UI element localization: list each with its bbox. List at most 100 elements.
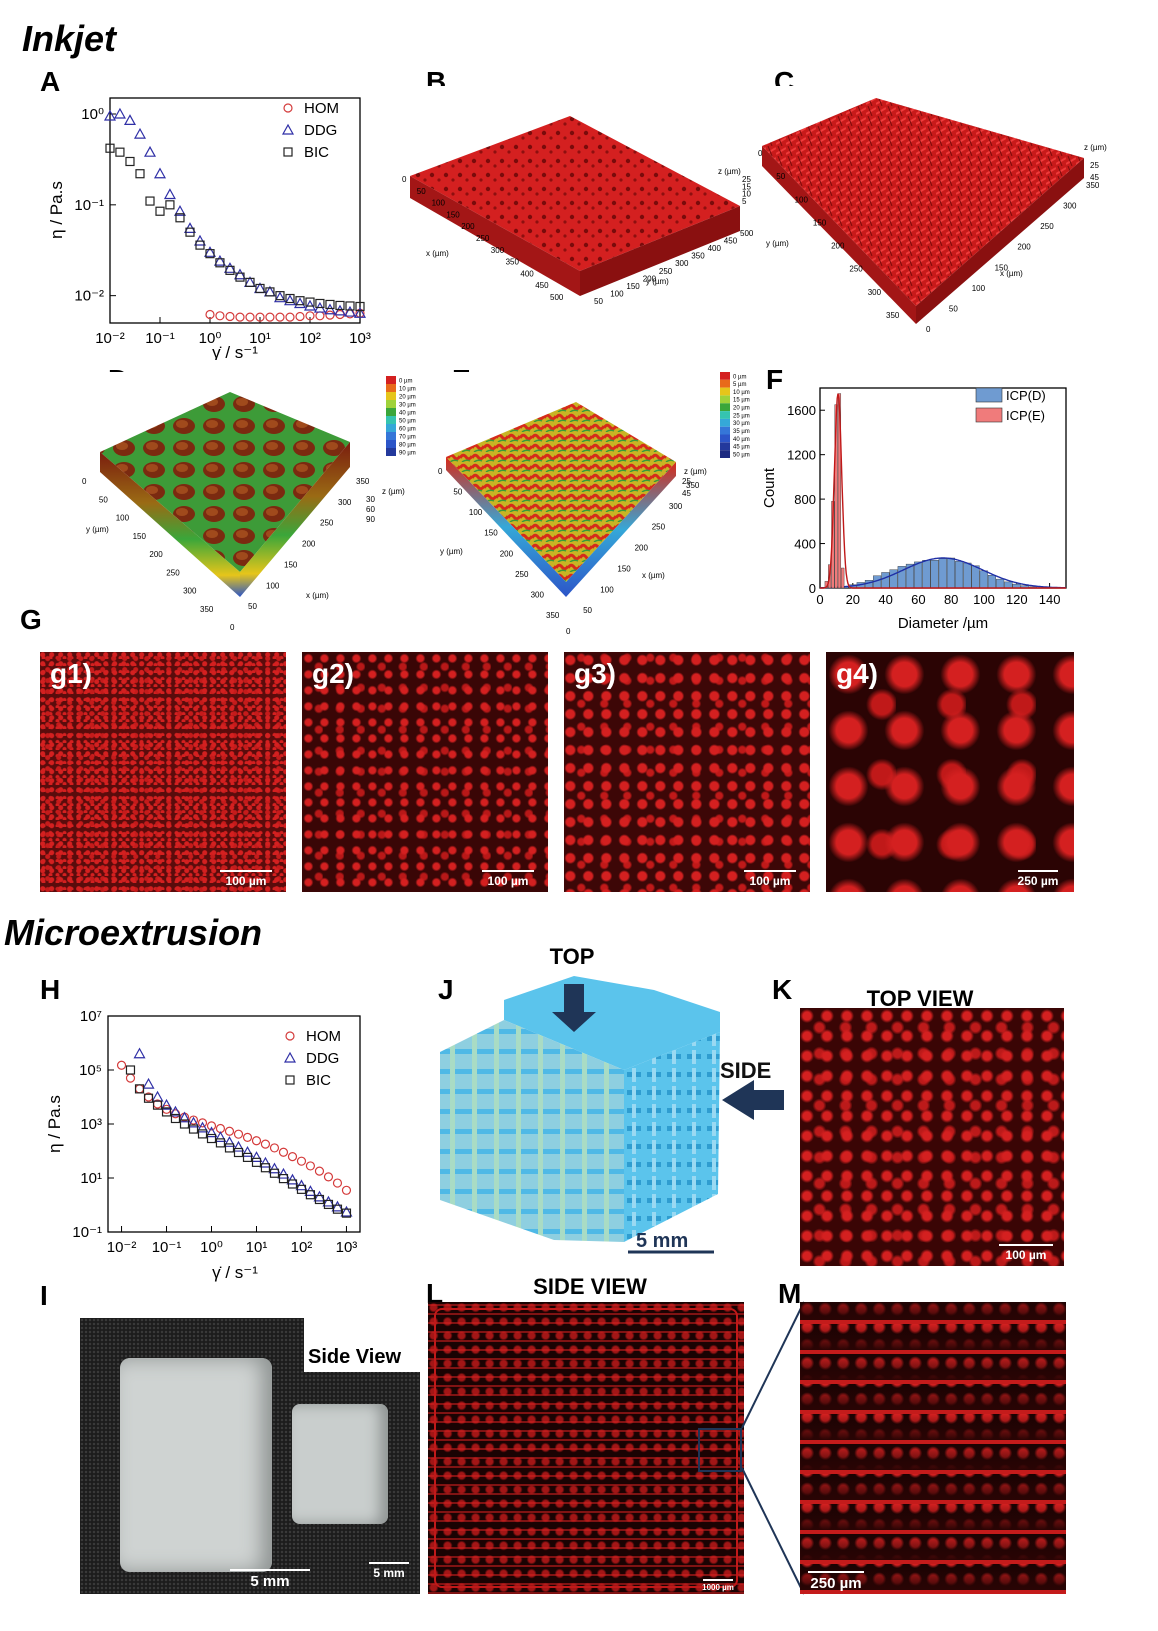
panel-b-ztick-label: 5	[742, 197, 747, 206]
chart-h-point-bic	[287, 1179, 298, 1189]
chart-h-point-hom	[305, 1161, 316, 1171]
panel-k-micrograph: 100 µm	[800, 1008, 1064, 1266]
chart-a-point-bic	[285, 293, 295, 304]
chart-a-point-ddg	[193, 234, 207, 246]
chart-f-bar-icp-d	[971, 565, 980, 589]
chart-a-point-ddg	[133, 127, 147, 139]
chart-a-frame	[109, 97, 361, 324]
panel-e-xtick-label: 350	[686, 481, 700, 490]
panel-i-photo: Side View 5 mm 5 mm	[80, 1318, 420, 1594]
panel-d-xtick-label: 250	[320, 519, 334, 528]
chart-h-point-ddg	[250, 1151, 263, 1162]
chart-a-point-hom	[285, 312, 295, 322]
panel-b-ztick-label: 15	[742, 182, 751, 191]
chart-h-point-hom	[323, 1172, 334, 1182]
panel-e-height-map: y (µm) x (µm) z (µm) 0 50 100 150 200 250 300 3…	[436, 372, 756, 640]
chart-f-fit-icp-d	[820, 557, 1066, 589]
chart-h-point-ddg	[142, 1077, 155, 1089]
panel-g2-scale-label: 100 µm	[487, 874, 529, 888]
chart-h-point-bic	[341, 1208, 352, 1218]
panel-d-ytick-label: 50	[99, 495, 108, 504]
chart-h-ytick-label: 10⁷	[80, 1008, 102, 1025]
panel-d-surface-right	[240, 442, 350, 597]
chart-a-point-bic	[125, 156, 135, 167]
chart-a-point-ddg	[143, 145, 157, 157]
chart-a-point-ddg	[203, 246, 217, 257]
chart-a-point-bic	[315, 298, 325, 309]
chart-a-point-ddg	[233, 268, 247, 280]
chart-h-point-bic	[260, 1163, 271, 1173]
chart-a-xtick-label: 10²	[299, 330, 321, 347]
panel-d-colorbar-label: 90 µm	[399, 450, 416, 456]
panel-d-ztick-label: 60	[366, 505, 375, 514]
chart-f-bar-icp-d	[922, 560, 931, 589]
chart-a-point-bic	[175, 213, 185, 223]
chart-h-point-hom	[125, 1073, 136, 1083]
panel-b-surface-left	[410, 176, 580, 296]
panel-c-xtick-label: 0	[926, 325, 931, 334]
chart-h-point-bic	[143, 1093, 154, 1103]
panel-d-ztick-label: 90	[366, 515, 375, 524]
chart-a-point-bic	[305, 297, 315, 307]
chart-a-point-hom	[205, 309, 215, 320]
panel-d-colorbar-swatch	[386, 392, 396, 400]
panel-c-ytick-label: 300	[868, 288, 882, 297]
panel-e-colorbar-swatch	[720, 379, 730, 388]
panel-b-ytick-label: 500	[740, 229, 754, 238]
chart-f-bar-icp-d	[938, 558, 947, 589]
chart-f-xtick-label: 120	[1006, 592, 1028, 607]
chart-h-point-ddg	[187, 1116, 200, 1128]
panel-d-colorbar-swatch	[386, 440, 396, 448]
chart-h-point-hom	[242, 1132, 253, 1142]
panel-d-ytick-label: 0	[82, 477, 87, 486]
panel-d-xtick-label: 100	[266, 581, 280, 590]
chart-f-xtick-label: 0	[816, 592, 823, 607]
panel-b-xtick-label: 400	[520, 269, 534, 278]
panel-letter-h: H	[40, 974, 61, 1005]
chart-f-xtick-label: 20	[846, 592, 860, 607]
panel-e-ytick-label: 150	[484, 529, 498, 538]
panel-e-surface-left	[446, 457, 566, 597]
chart-h-point-bic	[224, 1143, 235, 1153]
chart-f-ytick-label: 1200	[787, 448, 816, 463]
panel-b-surface-right	[580, 206, 740, 296]
panel-l-scalebar: 1000 µm	[698, 1579, 738, 1592]
panel-g1-scalebar: 100 µm	[216, 870, 276, 888]
panel-b-ytick-label: 50	[594, 297, 603, 306]
chart-h-legend-marker-hom	[285, 1031, 295, 1041]
panel-b-xtick-label: 0	[402, 175, 407, 184]
panel-e-xtick-label: 50	[583, 606, 592, 615]
panel-c-xtick-label: 150	[995, 263, 1009, 272]
panel-b-ytick-label: 300	[675, 259, 689, 268]
panel-e-surface-top	[446, 402, 676, 582]
panel-b-ytick-label: 150	[626, 282, 640, 291]
panel-e-ytick-label: 50	[453, 488, 462, 497]
chart-h-point-bic	[161, 1107, 172, 1117]
panel-letter-f: F	[766, 364, 784, 395]
panel-d-colorbar-swatch	[386, 384, 396, 392]
chart-a-xtick-label: 10⁰	[199, 330, 222, 347]
panel-c-axis-z: z (µm)	[1084, 143, 1107, 152]
panel-c-ztick-label: 45	[1090, 173, 1099, 182]
chart-f-ylabel: Count	[761, 467, 778, 508]
panel-i-scalebar-large: 5 mm	[228, 1569, 312, 1590]
panel-b-xtick-label: 50	[417, 187, 426, 196]
panel-b-xtick-label: 250	[476, 234, 490, 243]
chart-a-point-bic	[325, 299, 335, 310]
panel-c-ytick-label: 100	[795, 195, 809, 204]
chart-f-bar-icp-d	[914, 561, 923, 589]
panel-c-ytick-label: 0	[758, 149, 763, 158]
chart-a-ytick-label: 10⁻²	[74, 288, 104, 305]
panel-c-xtick-label: 100	[972, 284, 986, 293]
chart-h-point-hom	[224, 1126, 235, 1136]
panel-d-colorbar-label: 60 µm	[399, 426, 416, 432]
panel-b-ytick-label: 100	[610, 289, 624, 298]
chart-a-point-bic	[265, 287, 275, 297]
chart-a-point-ddg	[113, 107, 126, 119]
chart-a-point-bic	[275, 291, 285, 301]
panel-i-small-cube	[292, 1404, 388, 1524]
chart-h-point-bic	[233, 1147, 244, 1158]
chart-a-point-bic	[355, 301, 365, 312]
panel-letter-m: M	[778, 1278, 802, 1309]
chart-a-legend-marker-bic	[283, 147, 293, 157]
